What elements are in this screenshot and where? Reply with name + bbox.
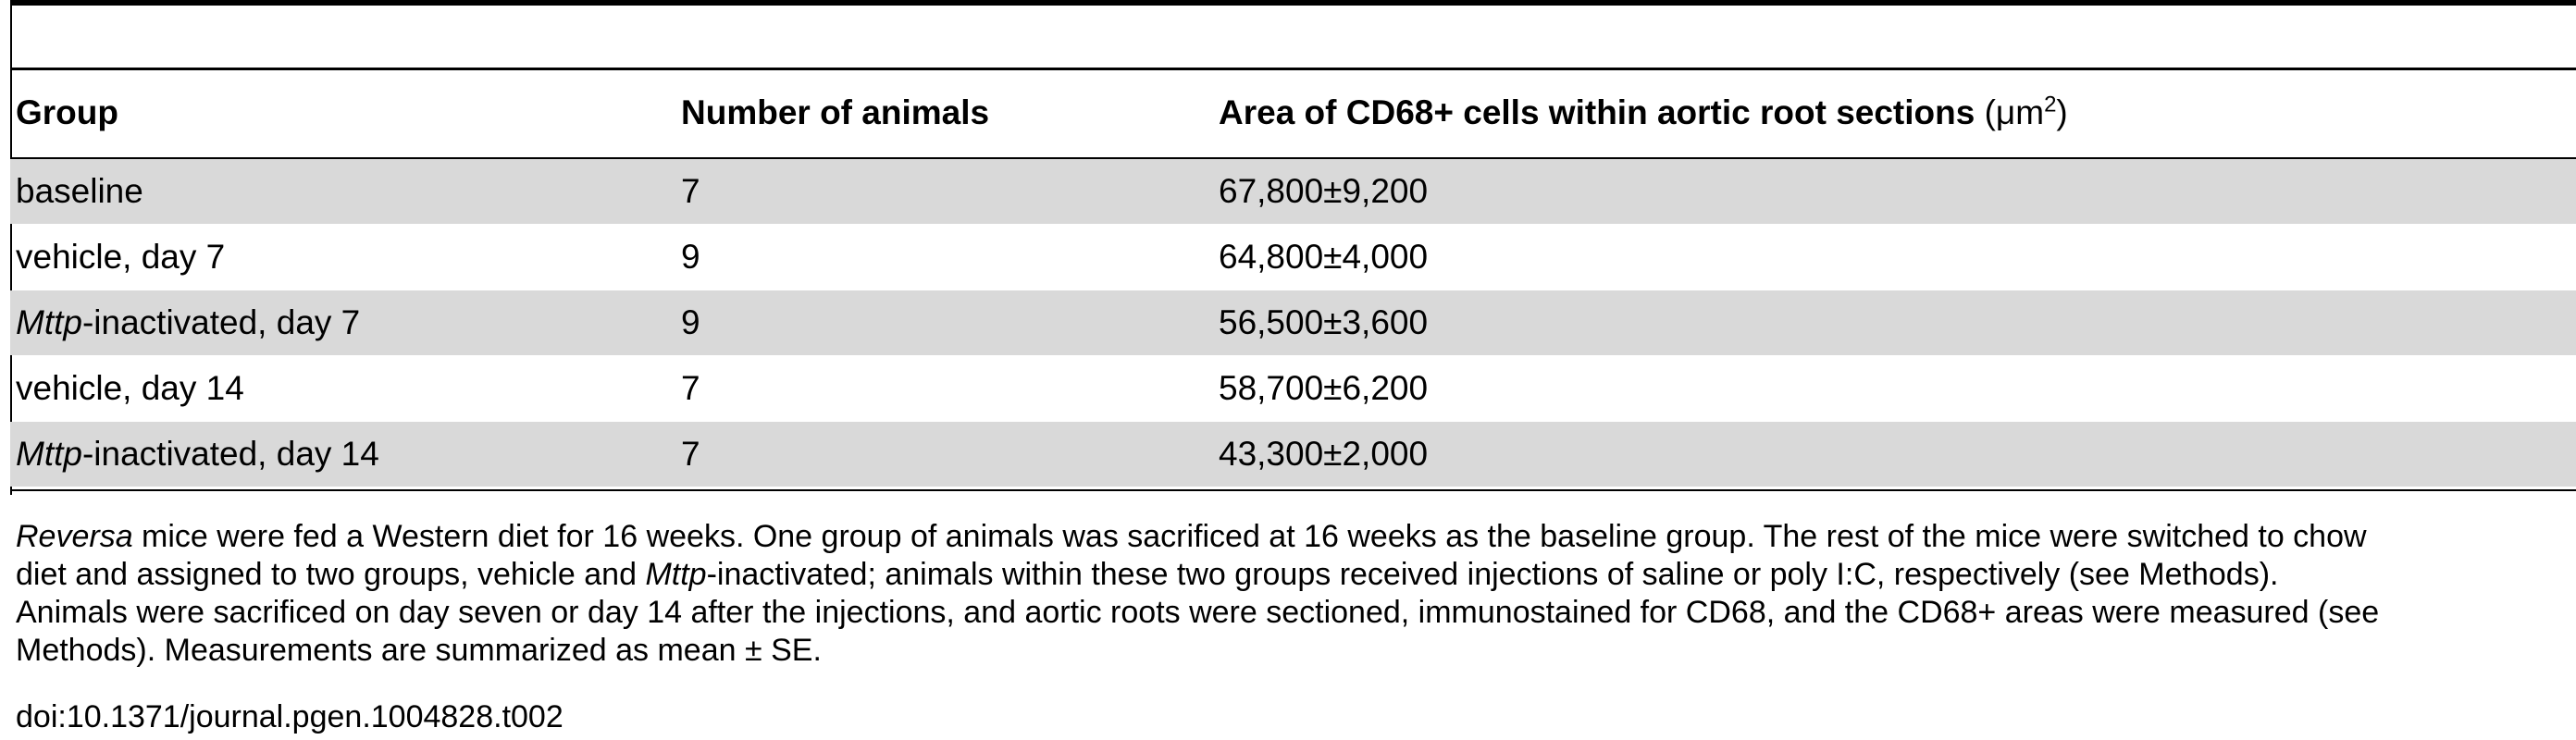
cell-group: vehicle, day 14 xyxy=(16,356,244,421)
table-caption: Reversa mice were fed a Western diet for… xyxy=(16,518,2570,670)
cell-number: 9 xyxy=(681,238,700,276)
top-rule xyxy=(10,0,2576,6)
doi-link[interactable]: doi:10.1371/journal.pgen.1004828.t002 xyxy=(16,699,564,734)
caption-line: Methods). Measurements are summarized as… xyxy=(16,633,822,668)
caption-text: -inactivated; animals within these two g… xyxy=(706,557,2279,592)
cell-area: 58,700±6,200 xyxy=(1219,369,1429,407)
cell-group: vehicle, day 7 xyxy=(16,225,225,290)
unit-superscript: 2 xyxy=(2044,92,2057,117)
caption-text: diet and assigned to two groups, vehicle… xyxy=(16,557,646,592)
unit-micrometer: μm xyxy=(1995,93,2045,131)
caption-line: Animals were sacrificed on day seven or … xyxy=(16,595,2380,630)
cell-area: 43,300±2,000 xyxy=(1219,435,1429,473)
header-top-rule xyxy=(10,68,2576,70)
group-text: -inactivated, day 14 xyxy=(81,435,379,473)
header-area-unit: (μm2) xyxy=(1985,93,2068,131)
cell-number: 9 xyxy=(681,303,700,341)
header-area-label: Area of CD68+ cells within aortic root s… xyxy=(1219,93,1975,131)
caption-text: mice were fed a Western diet for 16 week… xyxy=(132,519,2367,554)
left-edge-rule xyxy=(10,0,12,495)
table-figure: Group Number of animals Area of CD68+ ce… xyxy=(10,0,2576,740)
table-row: vehicle, day 7 9 64,800±4,000 xyxy=(10,225,2576,290)
group-text: vehicle, day 7 xyxy=(16,238,226,276)
cell-number: 7 xyxy=(681,369,700,407)
group-text: vehicle, day 14 xyxy=(16,369,244,407)
group-text: -inactivated, day 7 xyxy=(81,303,361,341)
table-row: vehicle, day 14 7 58,700±6,200 xyxy=(10,356,2576,421)
unit-open-paren: ( xyxy=(1984,93,1996,131)
cell-group: baseline xyxy=(16,159,143,224)
cell-area: 64,800±4,000 xyxy=(1219,238,1429,276)
cell-group: Mttp-inactivated, day 14 xyxy=(16,422,379,487)
table-row: Mttp-inactivated, day 14 7 43,300±2,000 xyxy=(10,422,2576,487)
caption-line: diet and assigned to two groups, vehicle… xyxy=(16,556,2570,594)
cell-area: 56,500±3,600 xyxy=(1219,303,1429,341)
table-row: baseline 7 67,800±9,200 xyxy=(10,159,2576,224)
table-row: Mttp-inactivated, day 7 9 56,500±3,600 xyxy=(10,290,2576,355)
caption-italic: Reversa xyxy=(16,519,133,554)
caption-italic: Mttp xyxy=(645,557,707,592)
group-italic: Mttp xyxy=(16,435,82,473)
header-area: Area of CD68+ cells within aortic root s… xyxy=(1219,92,2068,133)
header-group: Group xyxy=(16,93,118,131)
group-text: baseline xyxy=(16,172,143,210)
caption-line: Reversa mice were fed a Western diet for… xyxy=(16,518,2570,556)
group-italic: Mttp xyxy=(16,303,82,341)
cell-group: Mttp-inactivated, day 7 xyxy=(16,290,360,355)
table-bottom-rule xyxy=(10,489,2576,491)
cell-number: 7 xyxy=(681,172,700,210)
header-number-of-animals: Number of animals xyxy=(681,93,990,131)
unit-close-paren: ) xyxy=(2056,93,2068,131)
cell-number: 7 xyxy=(681,435,700,473)
cell-area: 67,800±9,200 xyxy=(1219,172,1429,210)
header-bottom-rule xyxy=(10,157,2576,159)
